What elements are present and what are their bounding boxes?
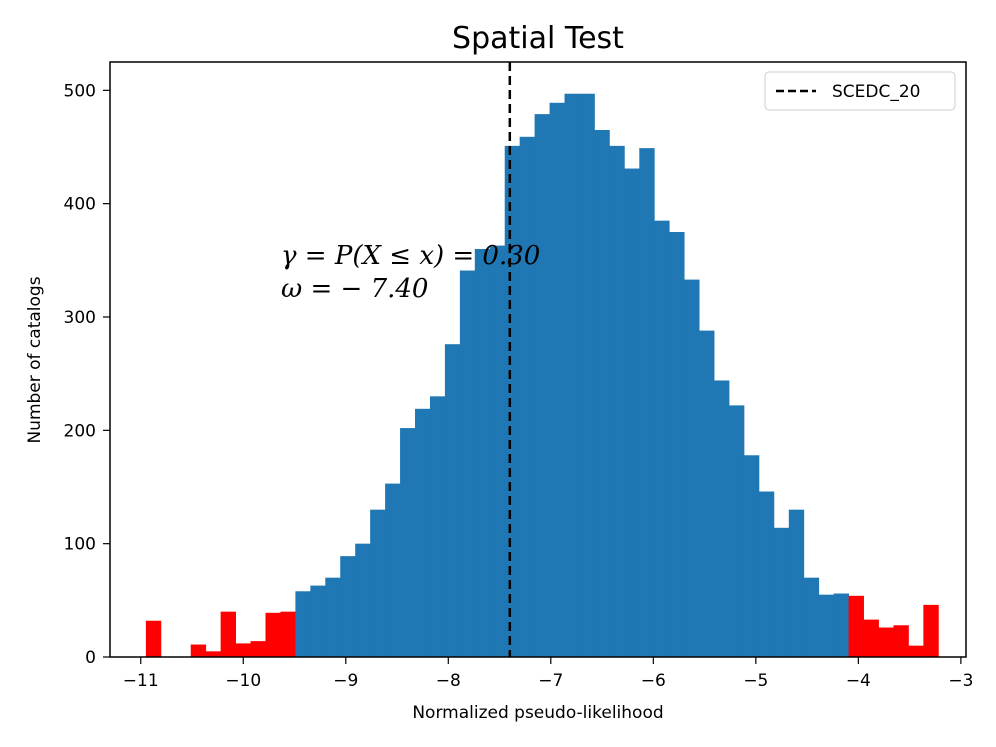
histogram-bar	[250, 641, 266, 657]
histogram-bar	[474, 249, 491, 657]
histogram-bar	[564, 93, 580, 658]
x-tick-label: −7	[538, 671, 563, 691]
omega-annotation: ω = − 7.40	[281, 274, 428, 304]
histogram-bar	[355, 543, 371, 657]
histogram-bar	[699, 330, 715, 657]
histogram-bar	[788, 509, 805, 657]
chart-title: Spatial Test	[452, 21, 624, 56]
x-tick-label: −4	[846, 671, 871, 691]
legend-label-observed: SCEDC_20	[832, 82, 921, 102]
histogram-bar	[340, 556, 356, 657]
histogram-bar	[773, 527, 790, 657]
histogram-bar	[549, 102, 565, 658]
x-tick-label: −5	[743, 671, 768, 691]
plot-frame	[109, 61, 967, 658]
histogram-bar	[205, 651, 222, 657]
histogram-bar	[415, 408, 431, 657]
x-tick-label: −6	[641, 671, 666, 691]
histogram-bar	[908, 645, 924, 657]
histogram-bar	[310, 585, 326, 657]
histogram-bar	[534, 114, 550, 657]
x-tick-label: −9	[333, 671, 358, 691]
histogram-bar	[429, 396, 446, 657]
histogram-bar	[743, 455, 760, 657]
histogram-bar	[504, 145, 521, 657]
histogram-bar	[654, 220, 670, 658]
histogram-bar	[579, 93, 595, 658]
histogram-bar	[878, 627, 894, 657]
histogram-bar	[758, 491, 775, 657]
y-axis-label: Number of catalogs	[25, 276, 45, 443]
histogram-bar	[848, 595, 864, 657]
histogram-bar	[385, 483, 401, 657]
histogram-bar	[280, 611, 296, 657]
x-tick-label: −8	[436, 671, 461, 691]
histogram-bar	[265, 612, 281, 657]
histogram-bar	[609, 145, 625, 657]
histogram-bar	[729, 405, 745, 657]
histogram-bar	[624, 168, 640, 657]
y-tick-label: 300	[64, 308, 96, 328]
histogram-bar	[444, 344, 461, 657]
histogram-bar	[235, 643, 251, 657]
y-axis-ticks: 0 100 200 300 400 500	[64, 81, 110, 668]
x-tick-label: −3	[948, 671, 973, 691]
y-tick-label: 100	[64, 535, 96, 555]
y-tick-label: 0	[85, 648, 96, 668]
histogram-bar	[669, 232, 685, 657]
histogram-bar	[519, 136, 536, 658]
legend-box	[764, 71, 956, 111]
histogram-bars	[145, 93, 939, 658]
y-tick-label: 400	[64, 195, 96, 215]
histogram-bar	[325, 577, 341, 657]
y-tick-label: 200	[64, 421, 96, 441]
x-tick-label: −10	[225, 671, 261, 691]
histogram-bar	[594, 130, 610, 657]
histogram-bar	[190, 644, 207, 657]
histogram-bar	[803, 577, 820, 657]
histogram-bar	[295, 591, 311, 657]
histogram-bar	[145, 620, 162, 657]
histogram-bar	[400, 428, 416, 657]
histogram-bar	[923, 604, 939, 657]
histogram-bar	[833, 593, 850, 657]
histogram-bar	[220, 611, 236, 657]
histogram-bar	[370, 509, 386, 657]
histogram-bar	[818, 594, 835, 657]
histogram-bar	[714, 380, 730, 657]
histogram-bar	[459, 270, 476, 657]
histogram-bar	[684, 279, 700, 657]
gamma-annotation: γ = P(X ≤ x) = 0.30	[281, 241, 540, 271]
x-axis-label: Normalized pseudo-likelihood	[412, 703, 663, 723]
x-tick-label: −11	[123, 671, 159, 691]
histogram-bar	[863, 619, 879, 657]
x-axis-ticks: −11 −10 −9 −8 −7 −6 −5 −4 −3	[123, 657, 973, 691]
legend: SCEDC_20	[764, 71, 956, 111]
histogram-bar	[639, 148, 655, 657]
y-tick-label: 500	[64, 81, 96, 101]
histogram-bar	[489, 245, 506, 657]
histogram-bar	[893, 625, 909, 657]
